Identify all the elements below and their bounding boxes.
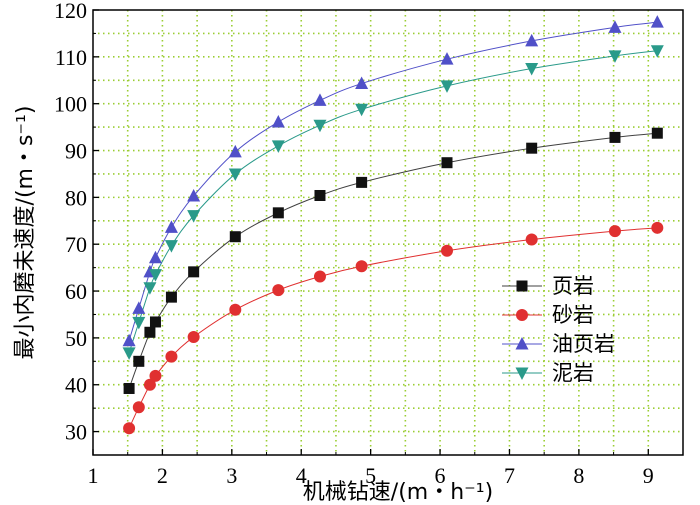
data-point-series-2 — [650, 15, 664, 28]
legend-marker — [516, 280, 528, 292]
plot-frame — [92, 9, 684, 456]
data-point-series-3 — [608, 50, 622, 63]
data-point-series-0 — [356, 176, 368, 188]
data-point-series-3 — [355, 103, 369, 117]
x-tick-label: 6 — [435, 463, 446, 488]
data-point-series-2 — [164, 220, 178, 233]
y-tick-label: 60 — [65, 279, 87, 304]
x-tick-label: 2 — [157, 463, 168, 488]
data-point-series-3 — [148, 269, 162, 282]
data-point-series-0 — [526, 142, 538, 154]
data-point-series-0 — [272, 207, 284, 219]
data-point-series-3 — [187, 210, 201, 223]
y-axis-title: 最小内磨未速度/(m・s⁻¹) — [13, 106, 38, 360]
data-point-series-3 — [164, 240, 178, 253]
data-point-series-3 — [313, 119, 327, 133]
data-point-series-1 — [272, 284, 285, 297]
data-point-series-0 — [314, 189, 326, 201]
data-point-series-1 — [525, 233, 538, 246]
data-point-series-0 — [441, 157, 453, 169]
data-point-series-0 — [144, 326, 156, 338]
data-point-series-0 — [229, 231, 241, 243]
data-point-series-3 — [440, 80, 454, 93]
data-point-series-2 — [228, 144, 242, 158]
data-point-series-3 — [122, 347, 136, 360]
data-point-series-1 — [165, 350, 178, 363]
data-point-series-2 — [187, 188, 201, 202]
y-tick-label: 100 — [54, 92, 87, 117]
data-point-series-2 — [148, 250, 162, 264]
data-point-series-3 — [525, 63, 539, 76]
y-tick-label: 70 — [65, 232, 87, 257]
data-point-series-0 — [149, 316, 161, 328]
data-point-series-2 — [355, 76, 369, 90]
data-point-series-1 — [149, 369, 162, 382]
data-point-series-2 — [525, 33, 539, 47]
data-point-series-1 — [355, 260, 368, 273]
data-point-series-1 — [187, 330, 200, 343]
data-point-series-1 — [123, 422, 136, 435]
x-tick-label: 7 — [504, 463, 515, 488]
x-tick-label: 5 — [365, 463, 376, 488]
x-tick-label: 8 — [573, 463, 584, 488]
data-point-series-1 — [313, 270, 326, 283]
data-markers — [122, 15, 664, 435]
y-tick-label: 30 — [65, 420, 87, 445]
x-tick-label: 9 — [643, 463, 654, 488]
data-point-series-3 — [271, 140, 285, 153]
data-point-series-3 — [228, 168, 242, 181]
y-tick-label: 40 — [65, 373, 87, 398]
data-point-series-1 — [608, 225, 621, 238]
legend-label: 页岩 — [552, 274, 594, 298]
legend-label: 砂岩 — [552, 303, 594, 327]
data-point-series-2 — [271, 114, 285, 128]
data-point-series-2 — [440, 52, 454, 65]
legend-marker — [516, 309, 528, 321]
data-point-series-1 — [651, 221, 664, 234]
y-tick-label: 120 — [54, 0, 87, 23]
data-point-series-0 — [123, 382, 135, 394]
y-tick-label: 50 — [65, 326, 87, 351]
data-point-series-1 — [143, 378, 156, 391]
data-point-series-1 — [441, 244, 453, 257]
legend-marker — [515, 337, 529, 350]
y-axis-ticks: 30 40 50 60 70 80 90 100 110 120 — [54, 0, 99, 445]
data-point-series-3 — [143, 282, 157, 295]
data-point-series-1 — [132, 401, 145, 414]
x-axis-ticks: 1 2 3 4 5 6 7 8 9 — [88, 449, 654, 488]
data-point-series-2 — [122, 333, 136, 347]
data-point-series-0 — [165, 291, 177, 303]
data-point-series-0 — [609, 131, 621, 143]
legend-label: 泥岩 — [552, 361, 594, 385]
data-point-series-0 — [651, 127, 663, 139]
legend-marker — [515, 367, 529, 380]
data-point-series-3 — [132, 316, 146, 330]
legend-label: 油页岩 — [552, 332, 615, 356]
data-point-series-2 — [608, 20, 622, 33]
data-point-series-2 — [132, 301, 146, 314]
data-point-series-1 — [229, 303, 242, 316]
data-point-series-2 — [313, 93, 327, 106]
data-point-series-0 — [188, 266, 200, 278]
data-point-series-3 — [650, 45, 664, 58]
grid — [93, 10, 683, 455]
y-tick-label: 80 — [65, 185, 87, 210]
x-tick-label: 3 — [226, 463, 237, 488]
x-axis-title: 机械钻速/(m・h⁻¹) — [303, 480, 493, 505]
data-point-series-0 — [133, 355, 145, 367]
y-tick-label: 110 — [55, 45, 87, 70]
x-tick-label: 4 — [296, 463, 307, 488]
x-tick-label: 1 — [88, 463, 99, 488]
y-tick-label: 90 — [65, 139, 87, 164]
